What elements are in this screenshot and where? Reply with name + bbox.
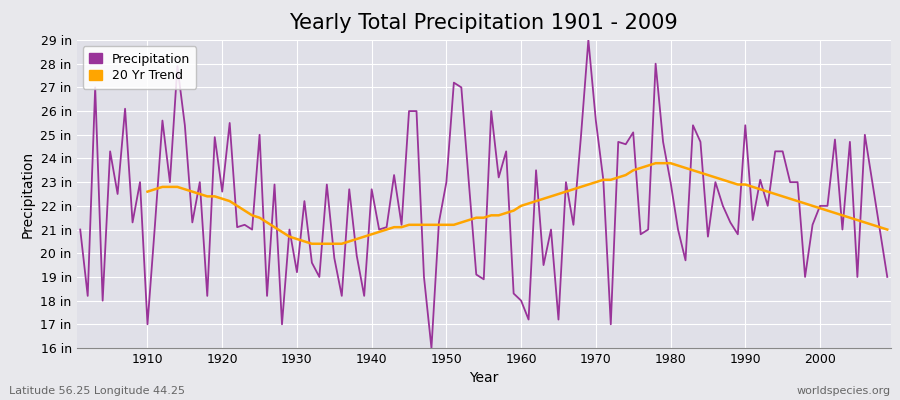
Title: Yearly Total Precipitation 1901 - 2009: Yearly Total Precipitation 1901 - 2009 [290, 13, 678, 33]
Y-axis label: Precipitation: Precipitation [21, 150, 35, 238]
Text: Latitude 56.25 Longitude 44.25: Latitude 56.25 Longitude 44.25 [9, 386, 185, 396]
Text: worldspecies.org: worldspecies.org [796, 386, 891, 396]
Legend: Precipitation, 20 Yr Trend: Precipitation, 20 Yr Trend [83, 46, 196, 88]
X-axis label: Year: Year [469, 372, 499, 386]
